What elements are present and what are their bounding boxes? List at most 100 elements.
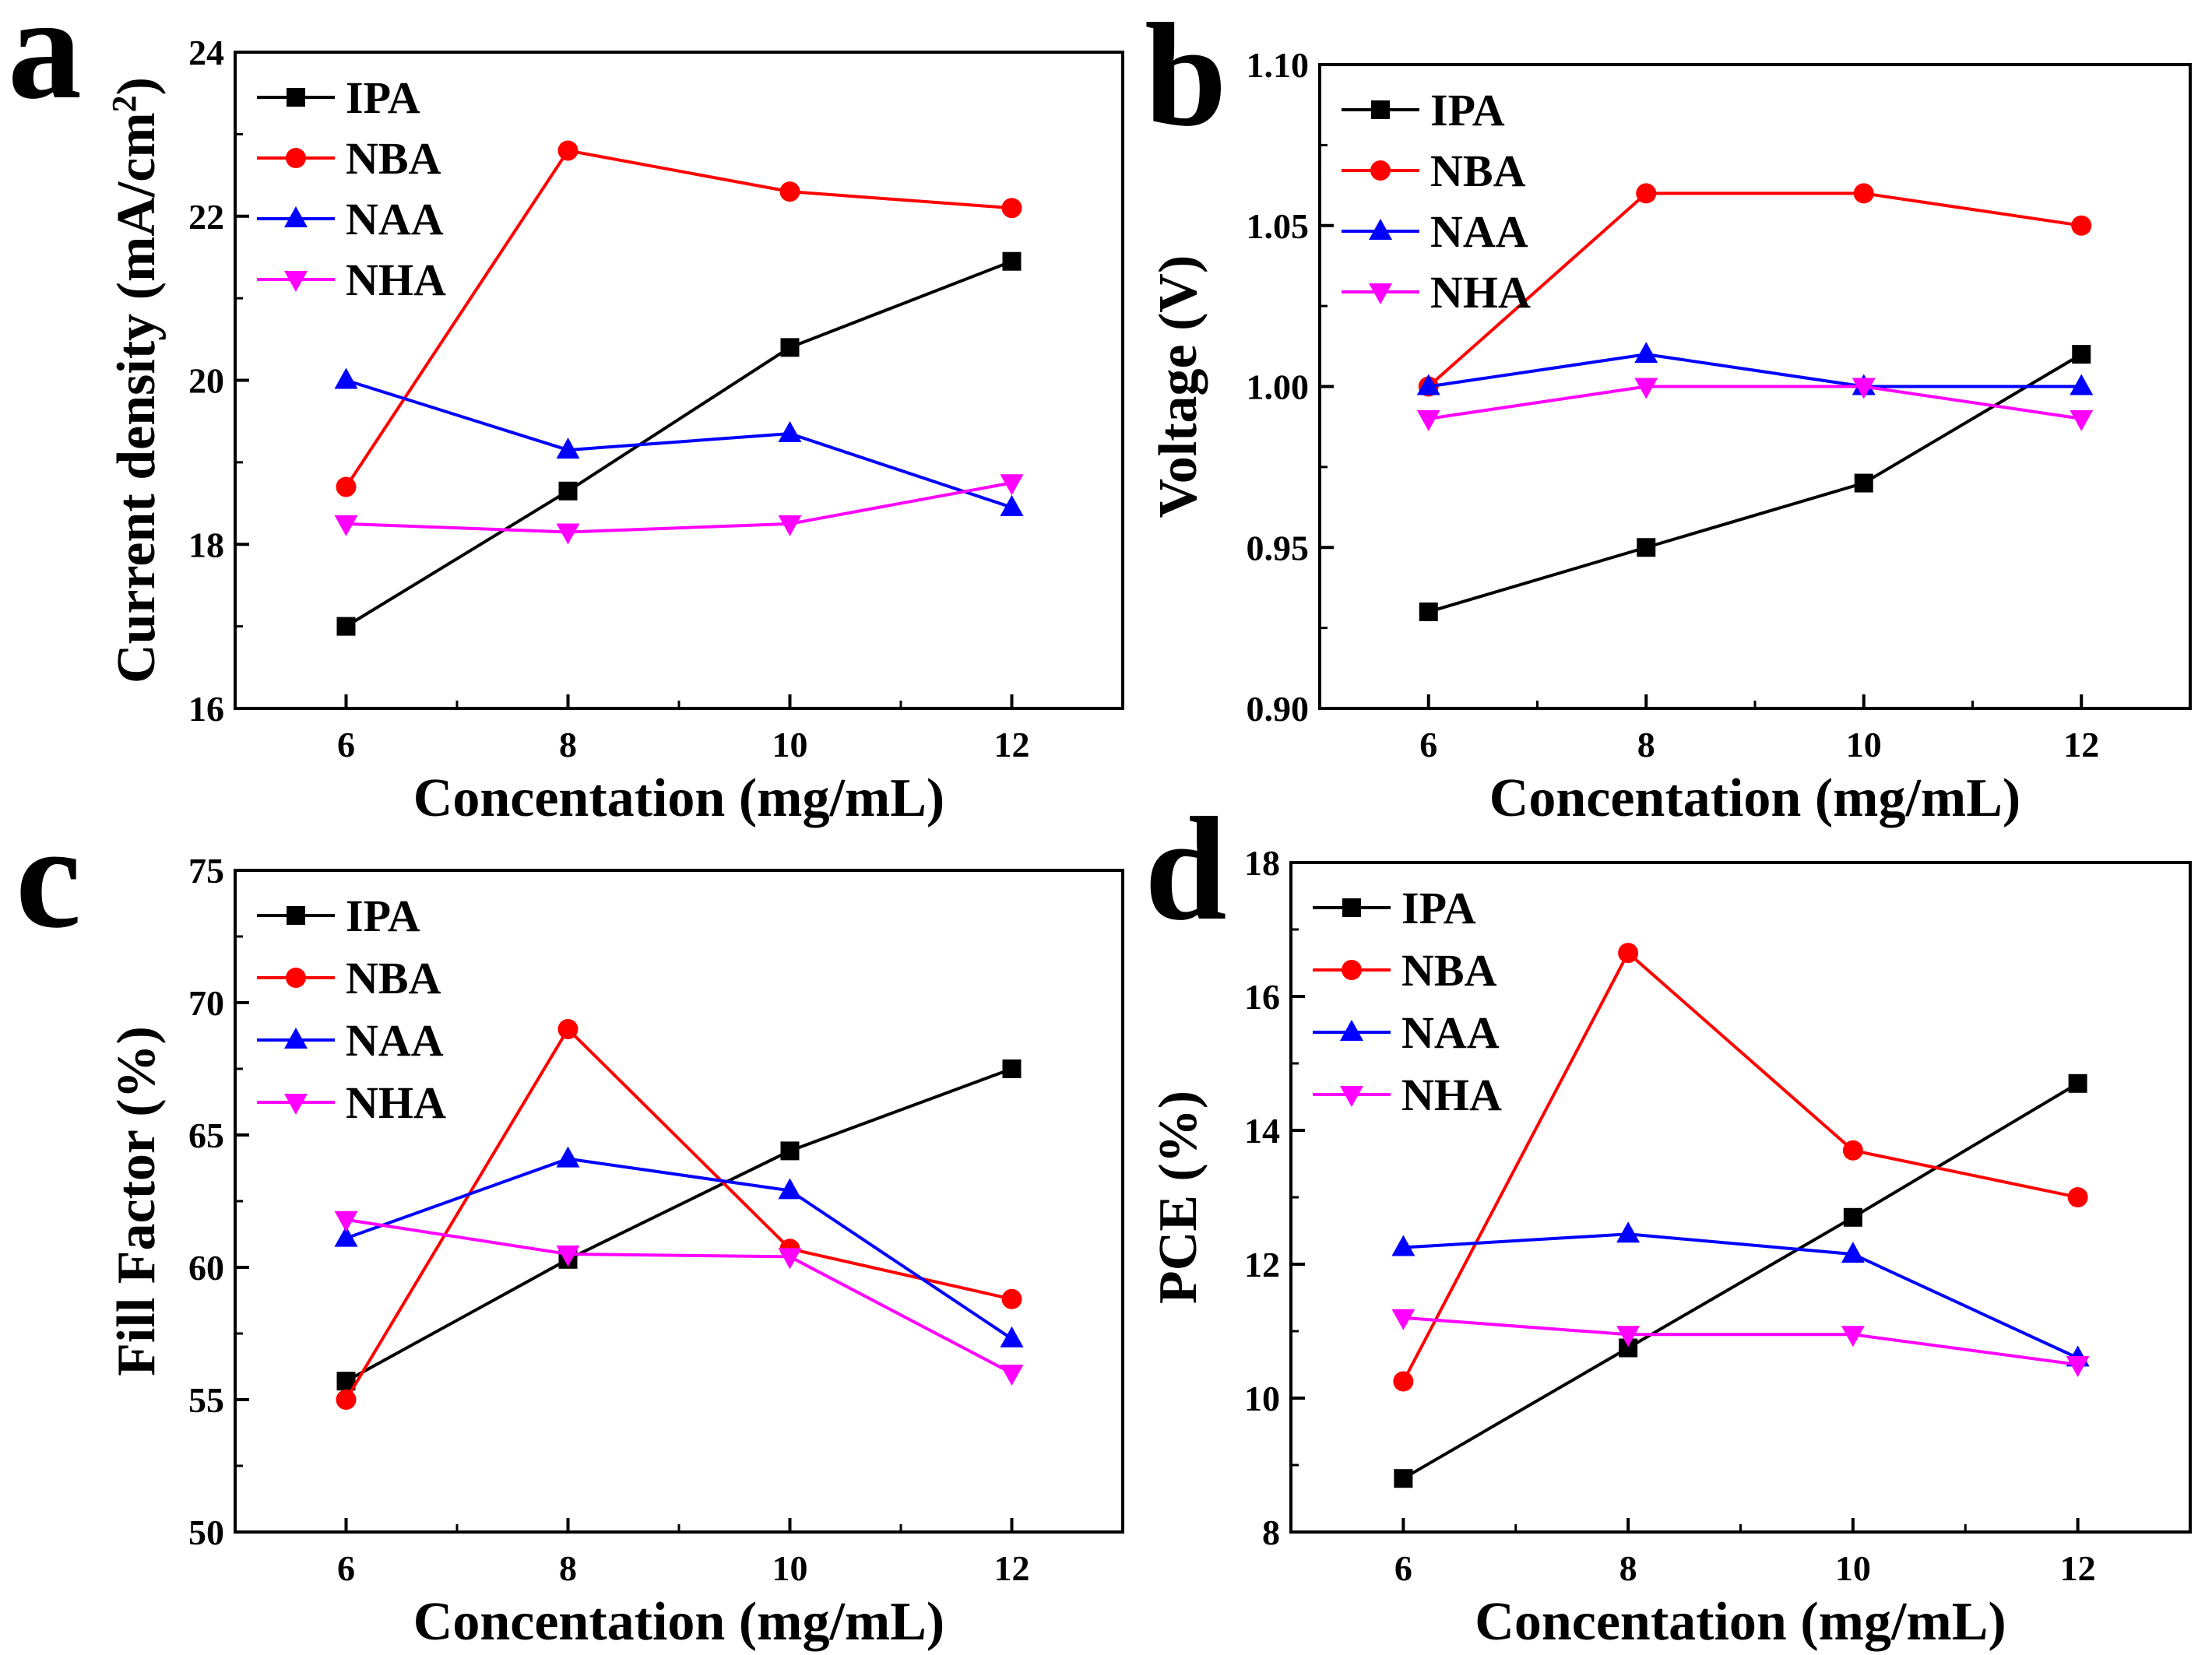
y-tick-label: 18 — [1244, 843, 1280, 883]
data-point-nha — [2066, 1356, 2090, 1377]
data-point-nba — [1393, 1371, 1414, 1392]
data-point-nba — [1842, 1140, 1863, 1161]
y-tick-label: 24 — [188, 33, 224, 72]
legend-label-ipa: IPA — [346, 891, 420, 941]
y-tick-label: 16 — [188, 689, 224, 729]
data-point-nha — [778, 515, 802, 536]
legend-label-nha: NHA — [1430, 267, 1531, 318]
data-point-ipa — [780, 338, 800, 357]
x-tick-label: 12 — [994, 1548, 1030, 1588]
x-axis-title: Concentation (mg/mL) — [413, 768, 944, 828]
y-tick-label: 12 — [1244, 1245, 1280, 1284]
y-tick-label: 8 — [1262, 1513, 1280, 1552]
y-tick-label: 10 — [1244, 1379, 1280, 1418]
legend-marker-nha — [284, 1094, 308, 1115]
data-point-nha — [1000, 1365, 1024, 1386]
data-point-naa — [1841, 1242, 1865, 1263]
data-point-nba — [557, 1019, 578, 1039]
data-point-nha — [334, 515, 358, 536]
data-point-nha — [1000, 474, 1024, 496]
series-line-naa — [1403, 1232, 2079, 1360]
data-point-naa — [2070, 374, 2094, 395]
series-line-naa — [345, 378, 1013, 509]
y-axis-title: Current density (mA/cm2) — [105, 77, 167, 683]
chart-panel-d: d 6 8 10 12 8 10 12 14 16 18 Concentation (mg/mL) PC… — [1145, 788, 2192, 1652]
panel-letter: c — [16, 796, 81, 959]
legend-label-nba: NBA — [1430, 146, 1526, 196]
y-tick-label: 22 — [188, 197, 224, 237]
series-line-nha — [1403, 1316, 2078, 1366]
legend-marker-nba — [286, 968, 306, 988]
series-line-naa — [1428, 353, 2082, 388]
x-axis-title: Concentation (mg/mL) — [1489, 768, 2020, 828]
series-line-ipa — [1402, 1082, 2079, 1480]
legend-marker-nha — [284, 271, 308, 292]
x-tick-label: 12 — [2063, 725, 2099, 764]
data-point-naa — [1391, 1235, 1415, 1256]
data-point-nba — [2067, 1187, 2088, 1207]
x-tick-label: 10 — [772, 725, 808, 764]
y-tick-label: 65 — [188, 1116, 224, 1155]
series-line-naa — [345, 1157, 1013, 1341]
series-line-ipa — [345, 259, 1013, 628]
x-axis-title: Concentation (mg/mL) — [413, 1592, 944, 1652]
x-tick-label: 6 — [337, 1548, 355, 1588]
legend-label-naa: NAA — [346, 1015, 444, 1066]
panel-letter: b — [1145, 0, 1227, 157]
chart-panel-c: c 6 8 10 12 50 55 60 65 70 75 Concentation (mg/mL) F… — [16, 796, 1124, 1652]
data-point-nba — [779, 181, 800, 202]
data-point-nba — [336, 1390, 357, 1410]
data-point-nba — [557, 140, 578, 161]
y-tick-label: 18 — [188, 525, 224, 564]
y-tick-label: 75 — [188, 851, 224, 891]
series-line-ipa — [1428, 353, 2083, 613]
data-point-ipa — [1637, 538, 1656, 557]
data-point-naa — [556, 437, 580, 459]
y-tick-label: 50 — [188, 1513, 224, 1552]
y-tick-label: 1.10 — [1247, 45, 1310, 85]
legend-label-nba: NBA — [346, 953, 441, 1003]
data-point-ipa — [336, 617, 356, 636]
x-tick-label: 8 — [1637, 725, 1655, 764]
data-point-ipa — [558, 481, 578, 501]
series-line-nba — [1427, 192, 2082, 388]
y-tick-label: 16 — [1244, 977, 1280, 1017]
y-tick-label: 14 — [1244, 1111, 1280, 1151]
series-line-nha — [346, 481, 1012, 534]
legend-label-ipa: IPA — [1430, 85, 1505, 135]
x-tick-label: 10 — [772, 1548, 808, 1588]
legend-marker-ipa — [287, 88, 305, 107]
data-point-ipa — [1854, 473, 1873, 493]
legend-marker-nba — [1342, 960, 1362, 980]
data-point-nha — [334, 1211, 358, 1232]
data-point-nba — [1636, 183, 1657, 204]
legend-label-nha: NHA — [346, 1077, 446, 1128]
data-point-ipa — [1419, 602, 1438, 621]
data-point-naa — [778, 1178, 802, 1200]
panel-letter: d — [1145, 788, 1227, 951]
data-point-nha — [1852, 378, 1876, 399]
y-tick-label: 70 — [188, 983, 224, 1023]
data-point-nba — [1001, 1288, 1022, 1309]
legend-marker-nba — [1370, 160, 1391, 181]
x-tick-label: 10 — [1835, 1548, 1871, 1588]
legend-marker-naa — [1340, 1020, 1363, 1041]
legend-marker-nba — [286, 148, 306, 168]
panel-letter: a — [8, 0, 82, 130]
chart-panel-a: a 6 8 10 12 16 18 20 22 24 Concentation (mg/mL) Cur… — [8, 0, 1124, 828]
data-point-ipa — [1843, 1207, 1862, 1227]
data-point-nha — [556, 523, 580, 545]
y-tick-label: 60 — [188, 1248, 224, 1288]
data-point-ipa — [1394, 1469, 1413, 1488]
data-point-nha — [1841, 1326, 1865, 1348]
x-tick-label: 8 — [1619, 1548, 1637, 1588]
data-point-nha — [778, 1248, 802, 1270]
legend-label-nha: NHA — [346, 255, 446, 305]
y-axis-title: Voltage (V) — [1148, 255, 1208, 518]
series-line-nba — [344, 149, 1012, 488]
data-point-ipa — [2072, 345, 2091, 364]
x-axis-title: Concentation (mg/mL) — [1475, 1592, 2006, 1652]
data-point-naa — [1416, 374, 1440, 395]
x-tick-label: 8 — [559, 1548, 577, 1588]
